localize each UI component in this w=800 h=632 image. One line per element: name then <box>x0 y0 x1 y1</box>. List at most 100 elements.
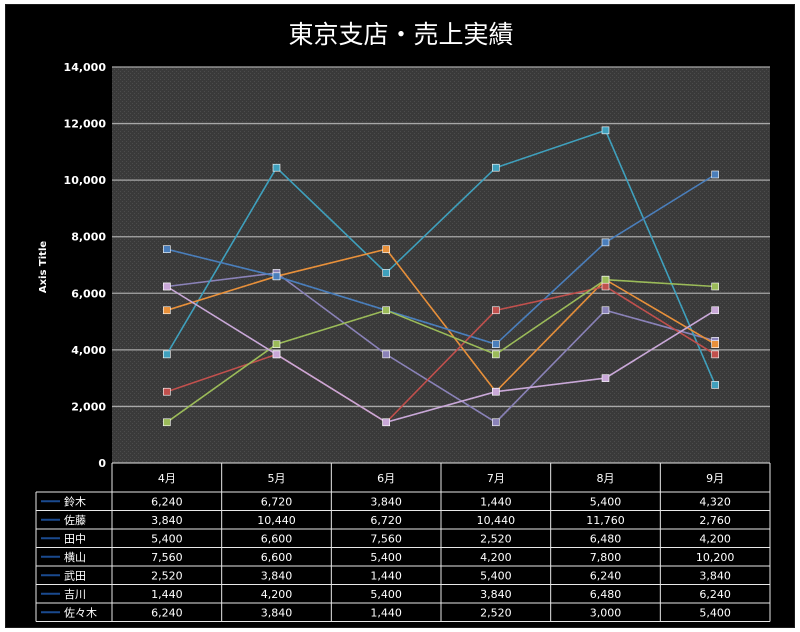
data-label: 10,440 <box>477 514 516 527</box>
data-label: 2,520 <box>151 569 183 582</box>
data-point <box>601 275 610 284</box>
data-label: 10,200 <box>696 551 735 564</box>
data-point <box>492 340 500 349</box>
data-label: 3,840 <box>151 514 183 527</box>
data-point <box>601 306 610 315</box>
chart-title: 東京支店・売上実績 <box>288 20 513 49</box>
data-point <box>601 282 610 291</box>
data-point <box>492 306 500 315</box>
y-tick-label: 8,000 <box>71 231 106 244</box>
legend-label: 田中 <box>64 532 86 545</box>
data-point <box>272 163 281 172</box>
chart-frame: 東京支店・売上実績 0 2,000 4,000 6,000 8,000 10,000 12,… <box>5 4 795 628</box>
series-line <box>166 285 716 424</box>
data-label: 2,520 <box>480 606 512 619</box>
legend-label: 武田 <box>64 569 86 582</box>
y-tick-label: 10,000 <box>64 174 107 187</box>
y-tick-label: 14,000 <box>64 61 107 74</box>
data-point <box>711 282 719 291</box>
data-label: 6,600 <box>261 532 293 545</box>
table-row: 鈴木 6,240 6,720 3,840 1,440 5,400 4,320 <box>41 494 731 508</box>
data-point <box>163 306 171 315</box>
y-tick-label: 4,000 <box>71 344 106 357</box>
data-label: 3,840 <box>261 569 293 582</box>
y-axis-title: Axis Title <box>38 241 49 294</box>
x-category-label: 5月 <box>268 472 286 485</box>
data-label: 11,760 <box>586 514 625 527</box>
data-point <box>382 245 390 253</box>
plot-area <box>112 67 770 463</box>
data-label: 1,440 <box>151 588 183 601</box>
series-line <box>166 248 716 393</box>
series-line <box>166 278 716 423</box>
table-row: 横山 7,560 6,600 5,400 4,200 7,800 10,200 <box>41 550 734 564</box>
data-label: 4,200 <box>699 532 731 545</box>
data-label: 2,520 <box>480 532 512 545</box>
series-line <box>166 129 716 386</box>
y-axis-ticks: 0 2,000 4,000 6,000 8,000 10,000 12,000 14,000 <box>64 61 107 470</box>
data-label: 3,840 <box>480 588 512 601</box>
y-tick-label: 12,000 <box>64 118 107 131</box>
data-point <box>163 350 171 359</box>
data-point <box>492 163 500 172</box>
y-tick-label: 2,000 <box>71 400 106 413</box>
data-label: 4,200 <box>261 588 293 601</box>
data-label: 6,720 <box>370 514 402 527</box>
table-row: 吉川 1,440 4,200 5,400 3,840 6,480 6,240 <box>41 588 731 601</box>
data-label: 6,240 <box>699 588 731 601</box>
data-label: 6,240 <box>151 495 183 508</box>
y-tick-label: 6,000 <box>71 287 106 300</box>
data-label: 6,480 <box>590 532 622 545</box>
data-label: 5,400 <box>370 588 402 601</box>
data-label: 3,840 <box>370 495 402 508</box>
data-label: 7,560 <box>370 532 402 545</box>
data-point <box>711 350 719 359</box>
data-label: 5,400 <box>590 495 622 508</box>
data-point <box>711 306 719 315</box>
data-point <box>711 381 719 389</box>
y-tick-label: 0 <box>98 457 106 470</box>
data-label: 6,480 <box>590 588 622 601</box>
data-point <box>711 170 719 179</box>
data-point <box>601 126 610 135</box>
data-label: 5,400 <box>699 606 731 619</box>
x-category-label: 6月 <box>377 472 395 485</box>
data-label: 3,840 <box>261 606 293 619</box>
legend-label: 鈴木 <box>64 494 86 508</box>
data-label: 6,240 <box>151 606 183 619</box>
data-label: 6,720 <box>261 495 293 508</box>
data-label: 10,440 <box>257 514 296 527</box>
data-label: 3,000 <box>590 606 622 619</box>
data-point <box>163 282 171 291</box>
data-label: 3,840 <box>699 569 731 582</box>
line-chart: 東京支店・売上実績 0 2,000 4,000 6,000 8,000 10,000 12,… <box>35 20 771 622</box>
legend-label: 吉川 <box>64 588 86 601</box>
data-point <box>163 245 171 253</box>
table-row: 田中 5,400 6,600 7,560 2,520 6,480 4,200 <box>41 532 731 545</box>
series-2 <box>163 126 719 389</box>
data-label: 5,400 <box>480 569 512 582</box>
series-line <box>166 173 716 346</box>
data-label: 6,240 <box>590 569 622 582</box>
data-label: 2,760 <box>699 514 731 527</box>
data-point <box>382 269 390 277</box>
data-label: 7,800 <box>590 551 622 564</box>
data-point <box>382 306 390 315</box>
data-point <box>601 374 610 382</box>
table-row: 佐々木 6,240 3,840 1,440 2,520 3,000 5,400 <box>41 605 731 619</box>
legend-label: 佐藤 <box>64 513 86 527</box>
data-point <box>601 238 610 247</box>
series-layer <box>163 126 719 427</box>
x-category-label: 9月 <box>706 472 724 485</box>
data-point <box>492 418 500 427</box>
data-point <box>163 387 171 396</box>
data-point <box>382 418 390 427</box>
data-point <box>492 387 500 396</box>
x-category-label: 8月 <box>597 472 615 485</box>
series-7 <box>163 282 719 427</box>
data-label: 1,440 <box>370 569 402 582</box>
data-point <box>711 340 719 349</box>
table-row: 武田 2,520 3,840 1,440 5,400 6,240 3,840 <box>41 569 731 582</box>
series-line <box>166 272 716 424</box>
